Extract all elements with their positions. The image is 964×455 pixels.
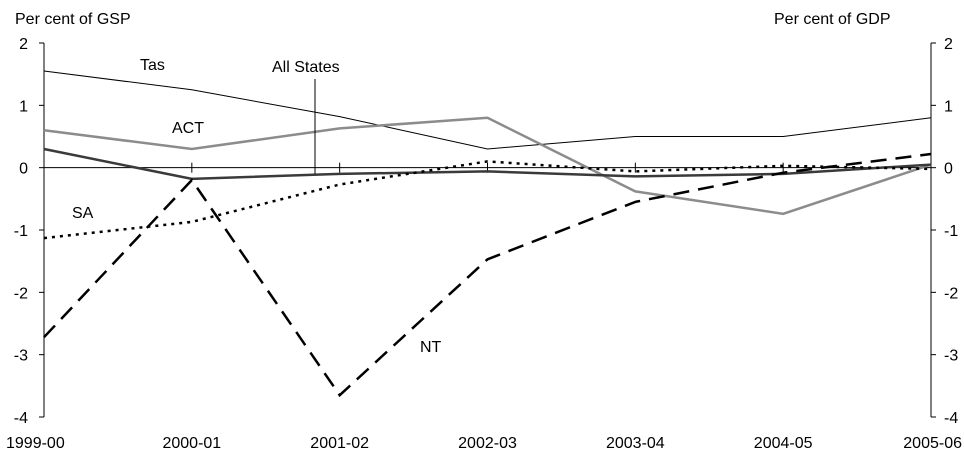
y-tick-label-right: 1 [944,98,953,115]
y-tick-label-left: -3 [14,348,28,365]
series-line-sa [43,160,932,240]
y-tick-label-right: -4 [944,410,958,427]
y-tick-label-right: -1 [944,223,958,240]
y-tick-label-left: 0 [19,161,28,178]
x-tick-label: 2004-05 [754,435,813,452]
series-label-tas: Tas [140,57,165,74]
x-tick-label: 2000-01 [162,435,221,452]
y-axis-label-left: Per cent of GSP [15,11,131,28]
y-tick-label-right: 2 [944,36,953,53]
series-label-all-states: All States [272,59,340,76]
series-label-act: ACT [172,120,204,137]
x-tick-label: 2002-03 [458,435,517,452]
y-tick-label-left: -4 [14,410,28,427]
series-label-sa: SA [72,205,94,222]
x-tick-label: 2003-04 [606,435,665,452]
y-tick-label-left: 1 [19,98,28,115]
y-tick-label-left: -2 [14,285,28,302]
series-line-tas [43,70,932,150]
x-tick-label: 1999-00 [6,435,65,452]
series-line-nt [43,152,932,398]
y-tick-label-right: -3 [944,348,958,365]
axes: 2 2 1 1 0 0 -1 -1 -2 -2 -3 -3 -4 -4 1999-00 2000-01 2001… [6,36,962,452]
series-lines [43,70,932,398]
series-label-nt: NT [420,339,442,356]
series-labels: Tas ACT All States SA NT [72,57,442,356]
y-tick-label-left: 2 [19,36,28,53]
series-line-act [43,116,932,216]
y-axis-label-right: Per cent of GDP [774,11,891,28]
x-tick-label: 2001-02 [310,435,369,452]
x-tick-label: 2005-06 [903,435,962,452]
y-tick-label-right: -2 [944,285,958,302]
y-tick-label-right: 0 [944,161,953,178]
y-tick-label-left: -1 [14,223,28,240]
